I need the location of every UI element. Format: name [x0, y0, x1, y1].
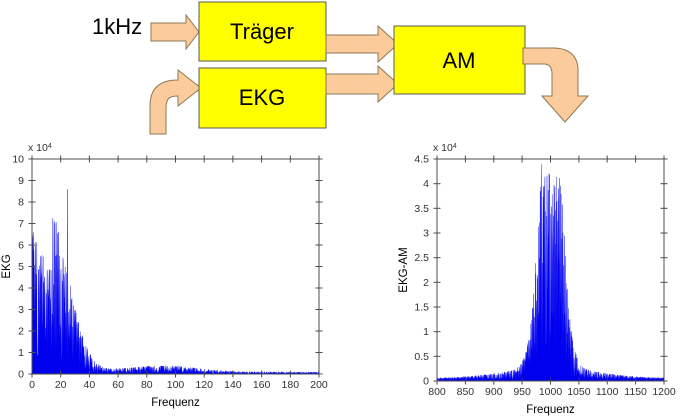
svg-text:1kHz: 1kHz: [92, 14, 142, 39]
svg-text:60: 60: [112, 379, 124, 391]
svg-text:4: 4: [423, 178, 429, 190]
svg-text:EKG: EKG: [239, 85, 285, 110]
svg-text:Frequenz: Frequenz: [526, 404, 575, 416]
svg-text:950: 950: [513, 386, 531, 398]
svg-text:4.5: 4.5: [414, 154, 429, 166]
svg-text:3.5: 3.5: [414, 203, 429, 215]
svg-text:0: 0: [18, 369, 24, 381]
svg-text:7: 7: [18, 218, 24, 230]
svg-text:1.5: 1.5: [414, 302, 429, 314]
svg-text:40: 40: [84, 379, 96, 391]
svg-text:140: 140: [224, 379, 242, 391]
svg-text:2: 2: [18, 326, 24, 338]
svg-text:1000: 1000: [539, 386, 563, 398]
svg-text:4: 4: [18, 283, 24, 295]
svg-text:100: 100: [167, 379, 185, 391]
svg-text:AM: AM: [443, 48, 476, 73]
svg-text:1: 1: [18, 347, 24, 359]
svg-text:80: 80: [141, 379, 153, 391]
svg-text:Frequenz: Frequenz: [151, 397, 200, 409]
svg-text:160: 160: [253, 379, 271, 391]
svg-text:0: 0: [29, 379, 35, 391]
svg-text:3: 3: [423, 228, 429, 240]
svg-text:5: 5: [18, 261, 24, 273]
svg-text:120: 120: [195, 379, 213, 391]
svg-text:2: 2: [423, 277, 429, 289]
svg-text:180: 180: [282, 379, 300, 391]
svg-text:200: 200: [310, 379, 328, 391]
svg-text:2.5: 2.5: [414, 252, 429, 264]
svg-text:3: 3: [18, 304, 24, 316]
svg-text:800: 800: [428, 386, 446, 398]
svg-text:1200: 1200: [652, 386, 676, 398]
svg-text:EKG-AM: EKG-AM: [398, 247, 410, 292]
svg-text:1: 1: [423, 326, 429, 338]
svg-text:EKG: EKG: [1, 254, 13, 278]
svg-text:1100: 1100: [596, 386, 619, 398]
svg-text:1050: 1050: [567, 386, 591, 398]
svg-text:0: 0: [423, 376, 429, 388]
svg-text:850: 850: [457, 386, 475, 398]
svg-text:0.5: 0.5: [414, 351, 429, 363]
svg-text:9: 9: [18, 175, 24, 187]
svg-text:1150: 1150: [624, 386, 647, 398]
svg-text:6: 6: [18, 240, 24, 252]
svg-text:Träger: Träger: [230, 19, 294, 44]
svg-text:900: 900: [485, 386, 503, 398]
svg-text:10: 10: [12, 154, 24, 166]
svg-text:20: 20: [55, 379, 67, 391]
svg-text:8: 8: [18, 197, 24, 209]
